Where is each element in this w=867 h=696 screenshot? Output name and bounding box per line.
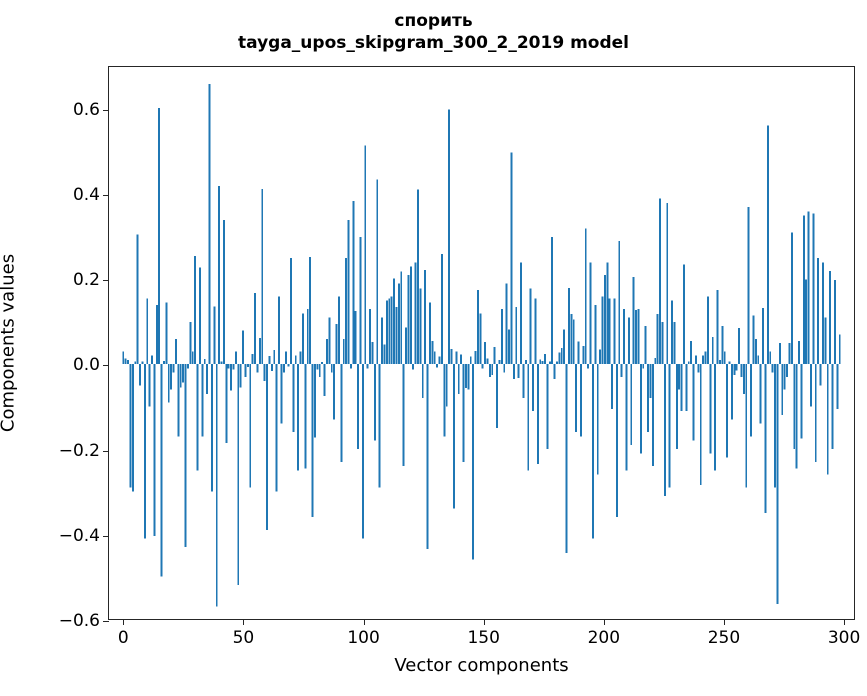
chart-title: спорить tayga_upos_skipgram_300_2_2019 m…	[0, 10, 867, 54]
y-tick-mark	[103, 109, 109, 111]
x-tick-label: 150	[467, 628, 500, 648]
y-tick-label: −0.6	[58, 611, 100, 631]
x-tick-label: 0	[117, 628, 129, 648]
x-axis-label: Vector components	[394, 655, 569, 676]
x-tick-mark	[363, 619, 365, 625]
x-tick-mark	[723, 619, 725, 625]
x-tick-label: 200	[587, 628, 621, 648]
y-tick-mark	[103, 194, 109, 196]
x-tick-label: 250	[707, 628, 741, 648]
y-tick-label: −0.2	[58, 440, 100, 461]
x-tick-label: 50	[232, 628, 255, 648]
y-axis-label: Components values	[0, 253, 19, 433]
y-tick-mark	[103, 621, 109, 622]
y-tick-mark	[103, 365, 109, 367]
bars-series	[122, 83, 841, 607]
y-tick-label: 0.2	[72, 270, 100, 291]
x-tick-mark	[603, 619, 605, 625]
y-tick-label: 0.6	[72, 99, 100, 120]
y-tick-mark	[103, 450, 109, 452]
x-tick-label: 300	[827, 628, 861, 648]
x-tick-mark	[243, 619, 245, 625]
y-tick-label: 0.4	[72, 184, 100, 205]
plot-area	[109, 67, 854, 619]
chart-title-line-2: tayga_upos_skipgram_300_2_2019 model	[238, 33, 629, 53]
y-tick-label: −0.4	[58, 525, 100, 546]
x-tick-label: 100	[347, 628, 380, 648]
y-tick-label: 0.0	[72, 355, 100, 376]
x-tick-mark	[483, 619, 485, 625]
chart-title-line-1: спорить	[394, 11, 473, 31]
y-tick-mark	[103, 535, 109, 537]
y-tick-mark	[103, 280, 109, 282]
x-tick-mark	[123, 619, 125, 625]
plot-axes: 0.6 0.4 0.2 0.0 −0.2 −0.4 −0.6 0 50 100 150 200 250…	[59, 66, 860, 648]
x-tick-mark	[844, 619, 846, 625]
